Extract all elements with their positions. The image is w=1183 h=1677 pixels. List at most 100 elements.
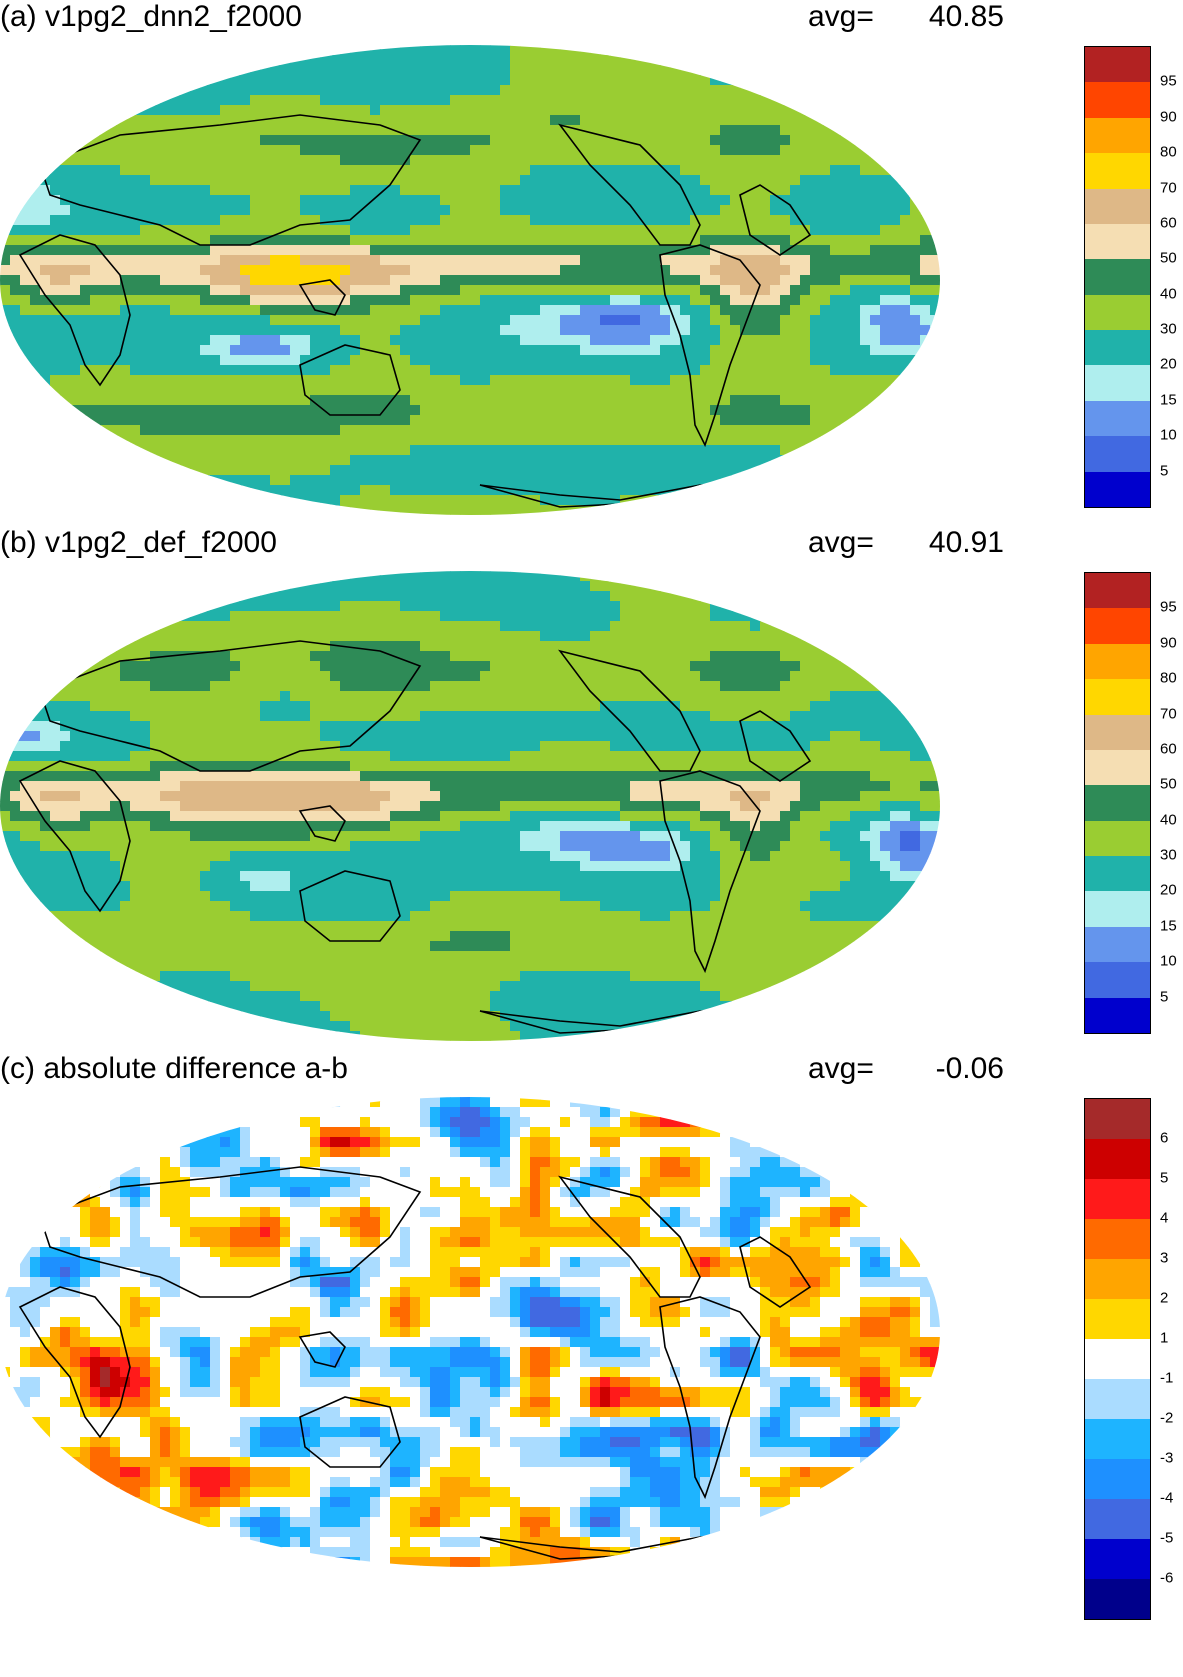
colorbar-tick-label: 95 bbox=[1160, 598, 1177, 616]
avg-label: avg= bbox=[808, 526, 874, 559]
colorbar-tick-label: 30 bbox=[1160, 320, 1177, 338]
colorbar-tick-label: 70 bbox=[1160, 179, 1177, 197]
coastline bbox=[18, 234, 131, 387]
colorbar-swatch bbox=[1085, 1499, 1150, 1539]
colorbar-swatch bbox=[1085, 223, 1150, 260]
colorbar-tick-label: -1 bbox=[1160, 1369, 1174, 1387]
avg-label: avg= bbox=[808, 1052, 874, 1085]
colorbar-tick-label: 5 bbox=[1160, 462, 1169, 480]
colorbar-tick-label: 40 bbox=[1160, 285, 1177, 303]
coastline bbox=[298, 279, 346, 316]
colorbar-swatch bbox=[1085, 820, 1150, 856]
colorbar-tick-label: 90 bbox=[1160, 634, 1177, 652]
colorbar-swatch bbox=[1085, 294, 1150, 330]
coastline bbox=[298, 1331, 346, 1368]
colorbar-swatch bbox=[1085, 643, 1150, 680]
coastline bbox=[38, 1166, 422, 1298]
colorbar-swatch bbox=[1085, 82, 1150, 118]
colorbar-swatch bbox=[1085, 1259, 1150, 1299]
colorbar-tick-label: -6 bbox=[1160, 1569, 1174, 1587]
colorbar bbox=[1084, 46, 1151, 508]
colorbar-swatch bbox=[1085, 997, 1150, 1033]
colorbar bbox=[1084, 1098, 1151, 1620]
colorbar-tick-label: 15 bbox=[1160, 917, 1177, 935]
avg-label: avg= bbox=[808, 0, 874, 33]
colorbar-tick-label: -4 bbox=[1160, 1489, 1174, 1507]
colorbar-tick-label: 80 bbox=[1160, 669, 1177, 687]
colorbar-tick-label: -5 bbox=[1160, 1529, 1174, 1547]
coastline bbox=[298, 805, 346, 842]
colorbar-swatch bbox=[1085, 962, 1150, 998]
colorbar-tick-label: 80 bbox=[1160, 143, 1177, 161]
panel-b: (b) v1pg2_def_f2000 avg= 40.91 95 90 80 70 60… bbox=[0, 526, 1183, 1081]
colorbar-tick-label: 70 bbox=[1160, 705, 1177, 723]
coastline bbox=[739, 1236, 812, 1308]
colorbar-tick-label: -2 bbox=[1160, 1409, 1174, 1427]
coastline bbox=[18, 760, 131, 913]
colorbar-swatch bbox=[1085, 1099, 1150, 1139]
colorbar-tick-label: 10 bbox=[1160, 426, 1177, 444]
panel-average: avg= 40.91 bbox=[808, 526, 1004, 560]
colorbar-labels: 6 5 4 3 2 1 -1 -2 -3 -4 -5 -6 bbox=[1160, 1098, 1183, 1618]
colorbar-swatch bbox=[1085, 891, 1150, 927]
coastline bbox=[38, 640, 422, 772]
colorbar-labels: 95 90 80 70 60 50 40 30 20 15 10 5 bbox=[1160, 46, 1183, 506]
coastline bbox=[659, 244, 761, 448]
colorbar-swatch bbox=[1085, 573, 1150, 609]
colorbar-swatch bbox=[1085, 188, 1150, 224]
colorbar-swatch bbox=[1085, 1459, 1150, 1499]
colorbar bbox=[1084, 572, 1151, 1034]
coastline bbox=[739, 184, 812, 256]
colorbar-tick-label: 10 bbox=[1160, 952, 1177, 970]
colorbar-tick-label: 15 bbox=[1160, 391, 1177, 409]
colorbar-labels: 95 90 80 70 60 50 40 30 20 15 10 5 bbox=[1160, 572, 1183, 1032]
colorbar-swatch bbox=[1085, 1139, 1150, 1179]
world-map bbox=[0, 1097, 940, 1567]
colorbar-tick-label: 3 bbox=[1160, 1249, 1169, 1267]
colorbar-swatch bbox=[1085, 785, 1150, 821]
colorbar-tick-label: 1 bbox=[1160, 1329, 1169, 1347]
colorbar-swatch bbox=[1085, 1379, 1150, 1419]
panel-average: avg= 40.85 bbox=[808, 0, 1004, 34]
field-raster bbox=[0, 571, 940, 1041]
coastline bbox=[558, 123, 701, 246]
field-raster bbox=[0, 1097, 940, 1567]
coastlines bbox=[18, 1166, 812, 1560]
colorbar-tick-label: 5 bbox=[1160, 1169, 1169, 1187]
colorbar-swatch bbox=[1085, 47, 1150, 83]
colorbar-swatch bbox=[1085, 608, 1150, 644]
colorbar-swatch bbox=[1085, 259, 1150, 295]
colorbar-swatch bbox=[1085, 400, 1150, 437]
world-map bbox=[0, 571, 940, 1041]
colorbar-tick-label: 50 bbox=[1160, 775, 1177, 793]
colorbar-tick-label: 5 bbox=[1160, 988, 1169, 1006]
colorbar-swatch bbox=[1085, 1539, 1150, 1579]
colorbar-tick-label: 40 bbox=[1160, 811, 1177, 829]
coastline bbox=[299, 870, 401, 942]
coastline bbox=[558, 1175, 701, 1298]
colorbar-swatch bbox=[1085, 1579, 1150, 1619]
panel-title: (c) absolute difference a-b bbox=[0, 1052, 348, 1085]
avg-value: 40.91 bbox=[928, 526, 1004, 559]
colorbar-tick-label: 20 bbox=[1160, 881, 1177, 899]
colorbar-tick-label: 90 bbox=[1160, 108, 1177, 126]
colorbar-swatch bbox=[1085, 471, 1150, 507]
colorbar-swatch bbox=[1085, 1179, 1150, 1219]
colorbar-tick-label: 95 bbox=[1160, 72, 1177, 90]
colorbar-swatch bbox=[1085, 856, 1150, 892]
field-raster bbox=[0, 45, 940, 515]
panel-average: avg= -0.06 bbox=[808, 1052, 1004, 1086]
panel-c: (c) absolute difference a-b avg= -0.06 6 5… bbox=[0, 1052, 1183, 1620]
colorbar-swatch bbox=[1085, 1339, 1150, 1379]
coastline bbox=[299, 1396, 401, 1468]
coastline bbox=[659, 770, 761, 974]
colorbar-swatch bbox=[1085, 330, 1150, 366]
colorbar-tick-label: 6 bbox=[1160, 1129, 1169, 1147]
avg-value: 40.85 bbox=[928, 0, 1004, 33]
colorbar-swatch bbox=[1085, 1219, 1150, 1259]
colorbar-swatch bbox=[1085, 117, 1150, 154]
avg-value: -0.06 bbox=[935, 1052, 1004, 1085]
colorbar-swatch bbox=[1085, 436, 1150, 472]
colorbar-swatch bbox=[1085, 365, 1150, 401]
colorbar-tick-label: 60 bbox=[1160, 740, 1177, 758]
